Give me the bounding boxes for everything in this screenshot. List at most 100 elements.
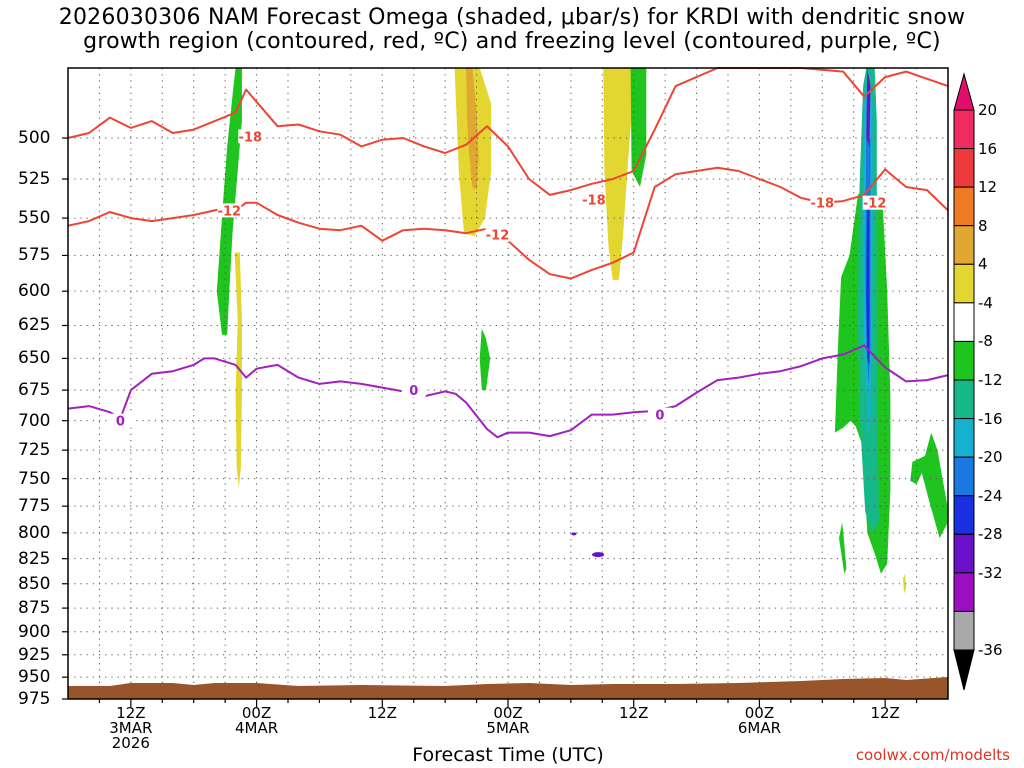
- colorbar-swatch: [953, 456, 975, 497]
- y-tick-label: 975: [18, 689, 51, 709]
- contour-label-bg: [581, 192, 606, 207]
- colorbar-label: -4: [978, 293, 993, 312]
- omega-region: [866, 202, 870, 365]
- colorbar-swatch: [953, 495, 975, 535]
- omega-region: [571, 532, 577, 536]
- colorbar-swatch: [953, 340, 975, 381]
- omega-region: [592, 552, 605, 558]
- contour-label: 0: [409, 384, 418, 399]
- x-tick-label: 12Z: [870, 704, 900, 722]
- terrain: [68, 677, 948, 699]
- colorbar-swatch: [953, 148, 975, 188]
- contour-label: 0: [655, 409, 664, 424]
- omega-region: [866, 68, 871, 147]
- contour-label: -12: [218, 204, 242, 219]
- y-tick-label: 575: [18, 245, 51, 266]
- omega-region: [839, 522, 847, 574]
- contour-label-bg: [862, 195, 887, 210]
- colorbar-label: -12: [978, 371, 1003, 389]
- omega-region: [903, 573, 907, 594]
- omega-region: [630, 68, 647, 187]
- x-tick-label: 00Z: [241, 704, 272, 722]
- temperature-contours: -18 -12 -18 -12 -18 -12 0 0 0: [67, 67, 949, 439]
- y-tick-label: 625: [18, 315, 51, 336]
- omega-region: [603, 68, 634, 280]
- x-tick-label: 12Z: [619, 704, 649, 722]
- colorbar-swatch: [953, 610, 975, 651]
- x-tick-date-label: 2026: [111, 734, 150, 752]
- colorbar-label: -28: [978, 525, 1003, 544]
- omega-region: [234, 252, 242, 488]
- contour-label-bg: [810, 195, 835, 210]
- omega-region: [479, 328, 491, 391]
- y-tick-label: 900: [18, 621, 51, 642]
- y-tick-label: 675: [18, 380, 51, 401]
- chart-title-line2: growth region (contoured, red, ºC) and f…: [83, 29, 941, 54]
- y-tick-label: 725: [18, 440, 51, 461]
- colorbar-swatch: [953, 186, 975, 227]
- colorbar-swatch: [953, 109, 975, 150]
- contour-label-bg: [647, 407, 672, 422]
- y-tick-label: 950: [18, 667, 51, 688]
- contour-label-bg: [217, 203, 242, 218]
- colorbar-under-arrow: [953, 649, 975, 691]
- colorbar-label: -24: [978, 486, 1003, 505]
- terrain-fill: [68, 677, 948, 699]
- y-tick-label: 525: [18, 169, 51, 190]
- colorbar-swatch: [953, 379, 975, 420]
- x-tick-date-label: 3MAR: [109, 719, 153, 737]
- x-tick-date-label: 6MAR: [737, 719, 781, 737]
- colorbar-swatch: [953, 572, 975, 612]
- colorbar-label: 4: [978, 255, 988, 274]
- colorbar-label: -32: [978, 563, 1003, 582]
- colorbar-swatch: [953, 533, 975, 574]
- colorbar-swatch: [953, 418, 975, 458]
- y-tick-label: 850: [18, 573, 51, 594]
- chart-title-line1: 2026030306 NAM Forecast Omega (shaded, μ…: [58, 5, 966, 30]
- colorbar-label: -8: [978, 332, 993, 351]
- contour-label-bg: [238, 129, 263, 144]
- colorbar-label: 16: [978, 139, 998, 158]
- contour-label: -12: [486, 229, 510, 244]
- colorbar-label: -20: [978, 448, 1003, 467]
- colorbar-swatch: [953, 302, 975, 342]
- y-tick-label: 700: [18, 410, 51, 431]
- y-tick-label: 500: [18, 128, 51, 149]
- colorbar-swatch: [953, 225, 975, 265]
- colorbar-label: 20: [978, 101, 998, 119]
- colorbar-label: 8: [978, 216, 988, 235]
- y-tick-label: 875: [18, 598, 51, 619]
- y-tick-label: 650: [18, 348, 51, 369]
- contour-0-line: [67, 344, 949, 439]
- contour-label-bg: [401, 383, 426, 398]
- colorbar-label: -36: [978, 641, 1003, 659]
- y-tick-label: 825: [18, 548, 51, 569]
- y-tick-label: 550: [18, 208, 51, 229]
- contour-label: -12: [863, 197, 887, 212]
- colorbar-label: 12: [978, 178, 998, 197]
- x-tick-label: 12Z: [116, 704, 146, 722]
- y-tick-label: 800: [18, 522, 51, 543]
- y-tick-label: 750: [18, 468, 51, 489]
- plot-area: [68, 68, 948, 699]
- omega-shading: [216, 68, 948, 594]
- x-tick-label: 00Z: [744, 704, 775, 722]
- x-tick-label: 00Z: [493, 704, 523, 722]
- y-tick-label: 600: [18, 281, 51, 302]
- colorbar-label: -16: [978, 409, 1003, 428]
- omega-region: [216, 68, 242, 335]
- site-credit[interactable]: coolwx.com/modelts: [855, 746, 1010, 764]
- colorbar: [953, 72, 975, 691]
- omega-region: [466, 68, 479, 191]
- y-tick-label: 775: [18, 496, 51, 517]
- contour-label: -18: [811, 197, 835, 212]
- colorbar-swatch: [953, 263, 975, 304]
- contour-label: -18: [582, 194, 606, 209]
- x-axis-label: Forecast Time (UTC): [412, 744, 604, 766]
- contour-label: -18: [239, 130, 263, 145]
- contour-label: 0: [116, 415, 125, 430]
- omega-region: [910, 432, 948, 539]
- colorbar-over-arrow: [953, 72, 975, 111]
- y-tick-label: 925: [18, 644, 51, 665]
